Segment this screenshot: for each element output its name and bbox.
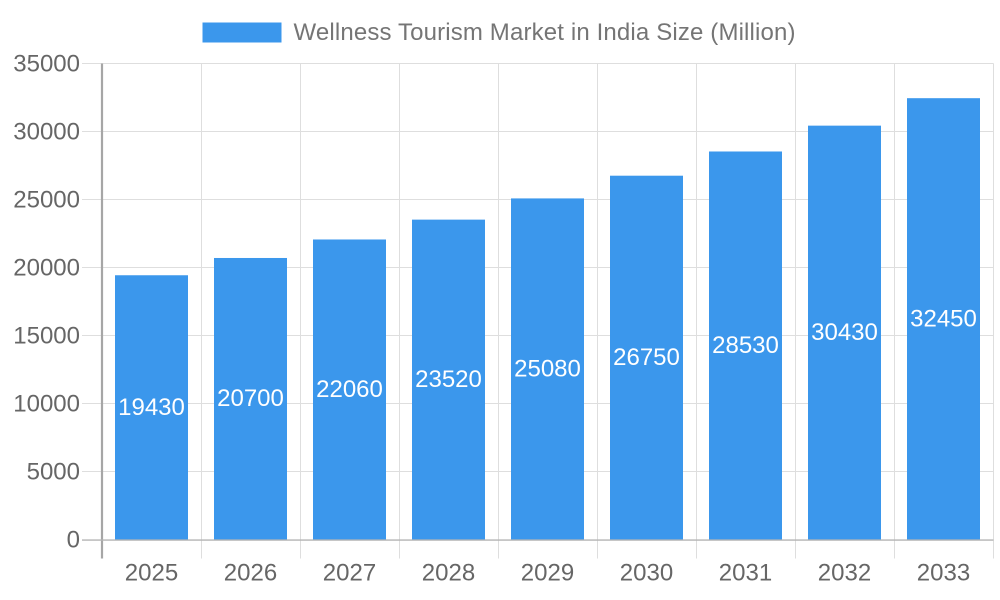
svg-text:23520: 23520 xyxy=(415,366,482,393)
svg-text:25000: 25000 xyxy=(13,187,80,214)
svg-text:2033: 2033 xyxy=(917,560,970,587)
svg-text:26750: 26750 xyxy=(613,344,680,371)
svg-text:2032: 2032 xyxy=(818,560,871,587)
svg-text:2031: 2031 xyxy=(719,560,772,587)
svg-text:2025: 2025 xyxy=(125,560,178,587)
svg-text:Wellness Tourism Market in Ind: Wellness Tourism Market in India Size (M… xyxy=(294,19,796,46)
svg-text:30000: 30000 xyxy=(13,119,80,146)
svg-text:10000: 10000 xyxy=(13,391,80,418)
svg-text:5000: 5000 xyxy=(27,459,80,486)
svg-text:32450: 32450 xyxy=(910,305,977,332)
svg-text:22060: 22060 xyxy=(316,376,383,403)
svg-text:2027: 2027 xyxy=(323,560,376,587)
svg-text:15000: 15000 xyxy=(13,323,80,350)
svg-text:2026: 2026 xyxy=(224,560,277,587)
svg-text:25080: 25080 xyxy=(514,356,581,383)
svg-text:2028: 2028 xyxy=(422,560,475,587)
svg-text:0: 0 xyxy=(67,527,80,554)
svg-text:20700: 20700 xyxy=(217,385,284,412)
svg-text:2029: 2029 xyxy=(521,560,574,587)
svg-text:35000: 35000 xyxy=(13,51,80,78)
svg-text:28530: 28530 xyxy=(712,332,779,359)
svg-text:20000: 20000 xyxy=(13,255,80,282)
svg-text:19430: 19430 xyxy=(118,394,185,421)
svg-text:2030: 2030 xyxy=(620,560,673,587)
svg-text:30430: 30430 xyxy=(811,319,878,346)
